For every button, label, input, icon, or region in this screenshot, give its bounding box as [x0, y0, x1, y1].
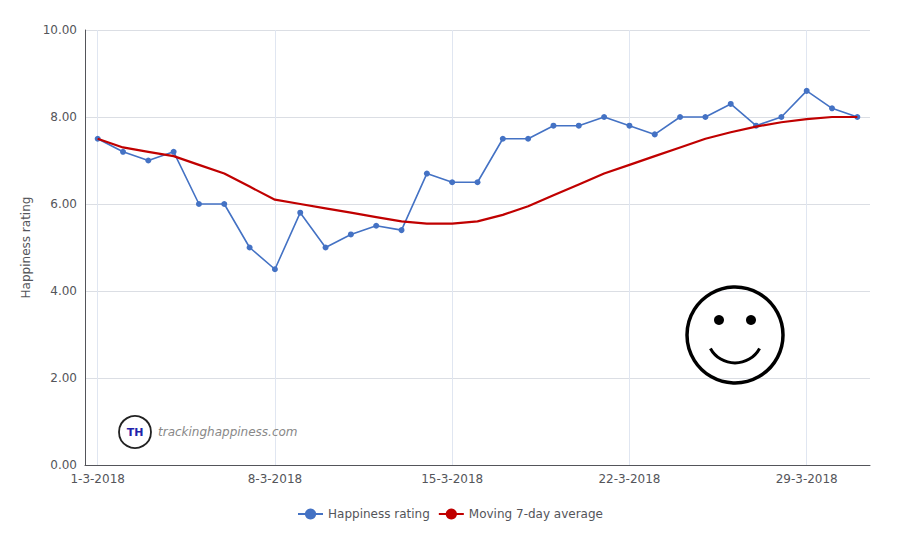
svg-text:6.00: 6.00 — [50, 197, 77, 211]
svg-text:Happiness rating: Happiness rating — [328, 507, 430, 521]
svg-text:22-3-2018: 22-3-2018 — [598, 472, 660, 486]
svg-text:0.00: 0.00 — [50, 458, 77, 472]
svg-text:15-3-2018: 15-3-2018 — [421, 472, 483, 486]
svg-text:Moving 7-day average: Moving 7-day average — [469, 507, 603, 521]
svg-text:TH: TH — [127, 426, 144, 439]
svg-text:10.00: 10.00 — [43, 23, 77, 37]
svg-text:29-3-2018: 29-3-2018 — [776, 472, 838, 486]
svg-text:Happiness rating: Happiness rating — [19, 197, 33, 299]
svg-text:1-3-2018: 1-3-2018 — [70, 472, 124, 486]
svg-text:4.00: 4.00 — [50, 284, 77, 298]
svg-text:2.00: 2.00 — [50, 371, 77, 385]
svg-text:trackinghappiness.com: trackinghappiness.com — [158, 425, 298, 439]
svg-text:8.00: 8.00 — [50, 110, 77, 124]
svg-text:8-3-2018: 8-3-2018 — [248, 472, 302, 486]
